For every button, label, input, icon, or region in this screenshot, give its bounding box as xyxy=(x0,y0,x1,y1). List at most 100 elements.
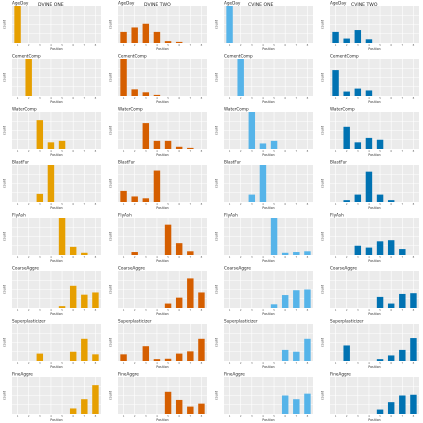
x-tick-label: 1 xyxy=(123,43,125,47)
panel-variable-label: BlastFur xyxy=(224,160,241,165)
x-tick-label: 6 xyxy=(284,414,286,418)
panel-cementcomp-3: CementComp 1 2 3 4 5 6 7 8 Position count xyxy=(215,54,313,104)
y-axis-title: count xyxy=(321,178,325,188)
x-tick-label: 3 xyxy=(357,96,359,100)
x-tick-label: 8 xyxy=(201,255,203,259)
bar xyxy=(175,353,183,361)
x-tick-label: 6 xyxy=(390,43,392,47)
x-tick-label: 5 xyxy=(167,202,169,206)
x-axis-title: Position xyxy=(156,418,168,422)
x-tick-label: 6 xyxy=(72,149,74,153)
bar xyxy=(92,354,99,361)
column-header-1: DVINE ONE xyxy=(38,2,64,8)
x-tick-label: 6 xyxy=(390,255,392,259)
x-axis-title: Position xyxy=(262,418,274,422)
bar xyxy=(376,359,384,361)
x-tick-label: 7 xyxy=(189,414,191,418)
x-axis-title: Position xyxy=(50,259,62,263)
x-tick-label: 1 xyxy=(229,255,231,259)
bar xyxy=(175,399,183,414)
bar xyxy=(237,59,244,96)
x-tick-label: 8 xyxy=(201,96,203,100)
x-axis-title: Position xyxy=(156,47,168,51)
y-axis-title: count xyxy=(109,178,113,188)
panel-fineaggre-4: FineAggre 1 2 3 4 5 6 7 8 Position count xyxy=(321,372,419,422)
y-axis-title: count xyxy=(321,72,325,82)
x-tick-label: 2 xyxy=(134,202,136,206)
bar xyxy=(153,31,161,43)
x-tick-label: 8 xyxy=(413,202,415,206)
x-tick-label: 1 xyxy=(123,255,125,259)
x-tick-label: 5 xyxy=(61,308,63,312)
x-tick-label: 3 xyxy=(39,308,41,312)
x-tick-label: 8 xyxy=(95,202,97,206)
bar xyxy=(164,224,172,255)
x-tick-label: 2 xyxy=(346,149,348,153)
x-tick-label: 4 xyxy=(368,149,370,153)
bar xyxy=(120,31,127,43)
bar xyxy=(69,351,77,361)
x-tick-label: 5 xyxy=(61,361,63,365)
x-tick-label: 5 xyxy=(273,96,275,100)
panel-fineaggre-1: FineAggre 1 2 3 4 5 6 7 8 Position count xyxy=(3,372,101,422)
bar xyxy=(36,120,44,149)
panel-variable-label: FlyAsh xyxy=(330,213,344,218)
x-tick-label: 7 xyxy=(295,361,297,365)
x-tick-label: 7 xyxy=(401,414,403,418)
x-tick-label: 1 xyxy=(335,202,337,206)
panel-blastfur-2: BlastFur 1 2 3 4 5 6 7 8 Position count xyxy=(109,160,207,210)
panel-variable-label: CementComp xyxy=(330,54,359,59)
x-tick-label: 8 xyxy=(201,361,203,365)
x-tick-label: 6 xyxy=(284,361,286,365)
x-tick-label: 4 xyxy=(368,202,370,206)
bar xyxy=(142,92,150,96)
bar xyxy=(304,338,311,361)
x-tick-label: 4 xyxy=(156,414,158,418)
x-tick-label: 2 xyxy=(346,414,348,418)
x-axis-title: Position xyxy=(156,259,168,263)
x-tick-label: 2 xyxy=(134,361,136,365)
bar xyxy=(354,194,362,202)
x-tick-label: 8 xyxy=(95,255,97,259)
bar xyxy=(164,303,172,308)
panel-flyash-2: FlyAsh 1 2 3 4 5 6 7 8 Position count xyxy=(109,213,207,263)
x-tick-label: 1 xyxy=(123,149,125,153)
x-tick-label: 2 xyxy=(28,255,30,259)
x-tick-label: 8 xyxy=(413,361,415,365)
bar xyxy=(410,394,417,414)
x-axis-title: Position xyxy=(368,100,380,104)
x-tick-label: 8 xyxy=(307,43,309,47)
x-tick-label: 5 xyxy=(167,361,169,365)
bar xyxy=(142,198,150,202)
x-tick-label: 4 xyxy=(50,414,52,418)
x-tick-label: 5 xyxy=(61,202,63,206)
bar xyxy=(153,359,161,361)
bar xyxy=(92,292,99,308)
x-tick-label: 5 xyxy=(379,308,381,312)
bar xyxy=(293,290,300,308)
x-tick-label: 7 xyxy=(295,43,297,47)
y-axis-title: count xyxy=(321,337,325,347)
bar xyxy=(399,349,406,361)
bar xyxy=(58,306,66,308)
x-tick-label: 7 xyxy=(295,308,297,312)
bar xyxy=(81,399,88,414)
bar xyxy=(131,196,138,202)
bar xyxy=(270,218,278,255)
bar xyxy=(198,292,205,308)
x-tick-label: 1 xyxy=(229,202,231,206)
x-tick-label: 7 xyxy=(83,308,85,312)
bar xyxy=(270,304,278,308)
bar xyxy=(164,391,172,414)
panel-variable-label: AgeDay xyxy=(330,1,347,6)
bar xyxy=(187,147,194,149)
x-tick-label: 5 xyxy=(273,255,275,259)
bar xyxy=(343,345,350,361)
x-tick-label: 7 xyxy=(189,43,191,47)
x-axis-title: Position xyxy=(50,206,62,210)
x-axis-title: Position xyxy=(156,100,168,104)
panel-variable-label: CoarseAggre xyxy=(118,266,145,271)
bar xyxy=(153,94,161,96)
x-tick-label: 2 xyxy=(240,96,242,100)
x-tick-label: 8 xyxy=(307,414,309,418)
